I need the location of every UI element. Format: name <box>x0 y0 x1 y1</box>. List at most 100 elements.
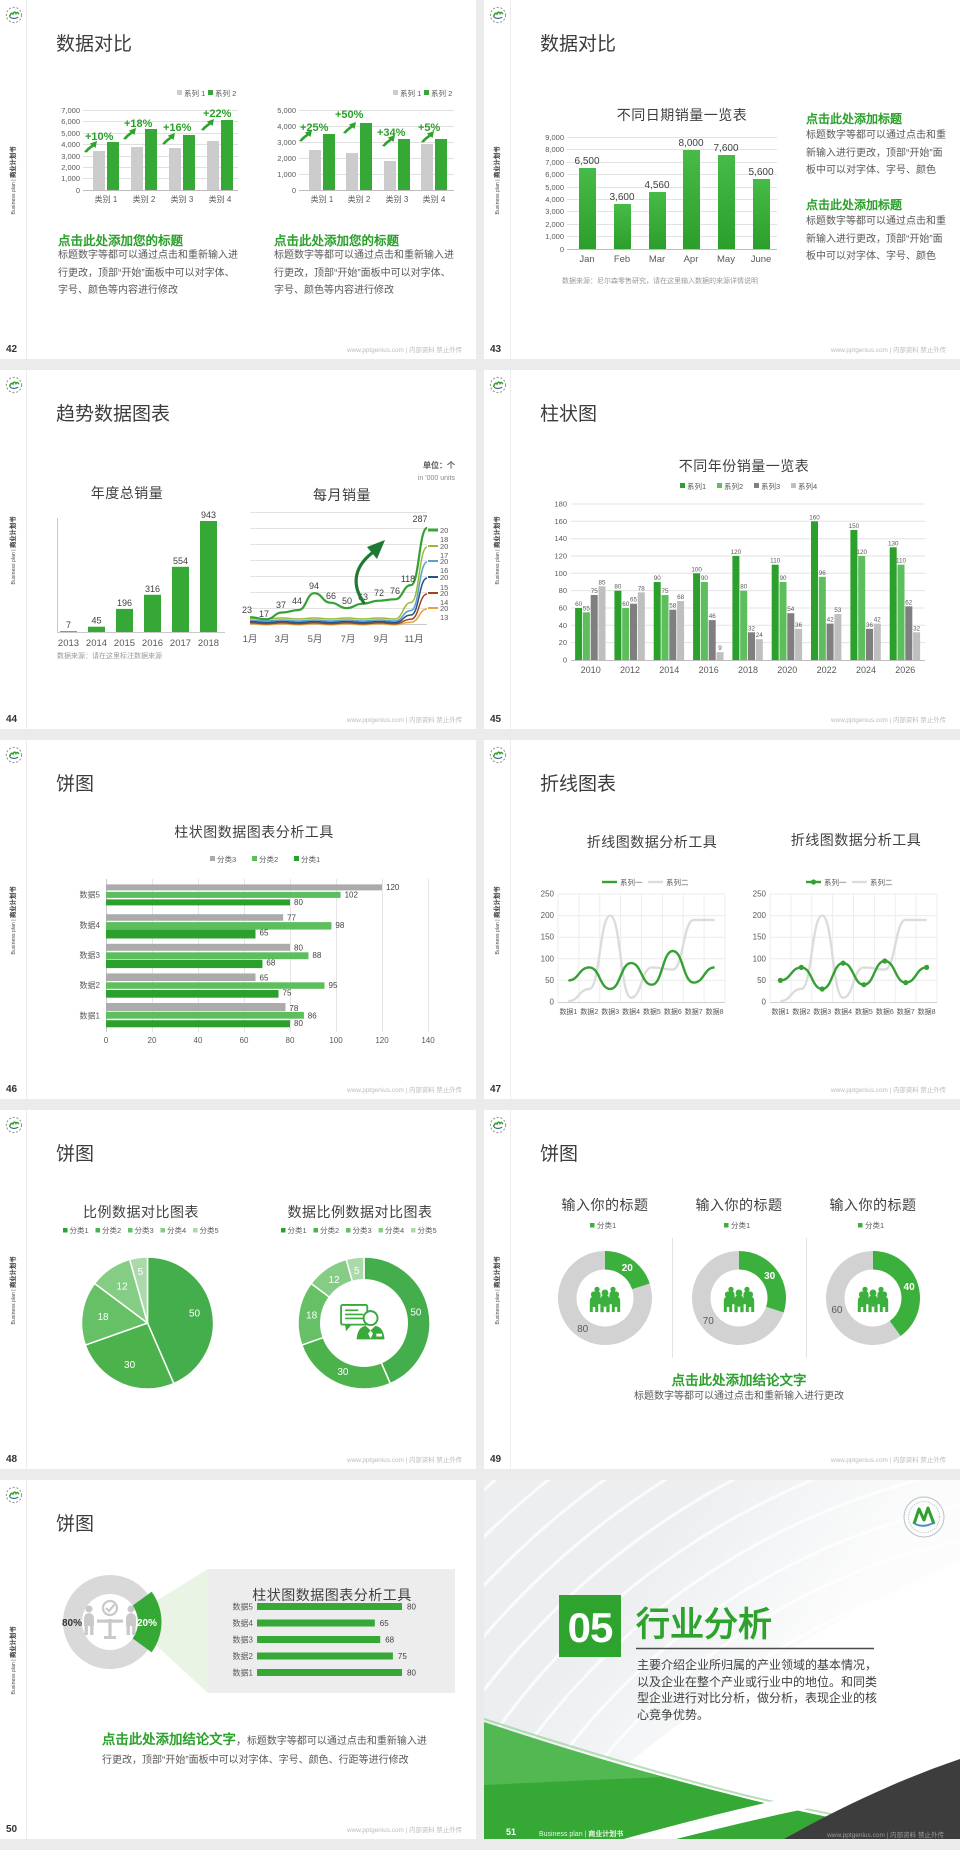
svg-text:数据1: 数据1 <box>771 1007 789 1016</box>
svg-text:数据1: 数据1 <box>559 1007 577 1016</box>
svg-text:不同年份销量一览表: 不同年份销量一览表 <box>679 458 810 474</box>
svg-text:80: 80 <box>294 1019 303 1028</box>
svg-text:6,500: 6,500 <box>574 156 599 167</box>
svg-text:数据1: 数据1 <box>80 1010 101 1020</box>
svg-text:1,000: 1,000 <box>277 170 296 179</box>
svg-text:98: 98 <box>335 921 344 930</box>
svg-text:11月: 11月 <box>404 634 423 645</box>
svg-text:05: 05 <box>568 1604 613 1651</box>
svg-text:100: 100 <box>329 1036 343 1045</box>
svg-text:分类1: 分类1 <box>288 1225 307 1235</box>
svg-text:分类1: 分类1 <box>865 1220 884 1230</box>
svg-text:类别 1: 类别 1 <box>311 194 334 204</box>
svg-text:Apr: Apr <box>684 254 699 265</box>
svg-text:20: 20 <box>622 1263 634 1274</box>
svg-text:系列4: 系列4 <box>798 481 817 491</box>
svg-text:30: 30 <box>764 1271 776 1282</box>
svg-text:数据6: 数据6 <box>876 1007 894 1016</box>
svg-text:36: 36 <box>866 622 874 629</box>
svg-text:17: 17 <box>259 609 269 619</box>
svg-text:78: 78 <box>289 1004 298 1013</box>
svg-text:90: 90 <box>779 575 787 582</box>
svg-text:75: 75 <box>661 588 669 595</box>
svg-text:42: 42 <box>874 617 882 624</box>
svg-text:120: 120 <box>554 552 567 561</box>
svg-text:50: 50 <box>189 1309 201 1320</box>
svg-text:20: 20 <box>440 573 448 582</box>
svg-text:3,000: 3,000 <box>61 152 80 161</box>
svg-text:分类3: 分类3 <box>353 1225 372 1235</box>
svg-text:100: 100 <box>691 566 702 573</box>
svg-text:9月: 9月 <box>374 634 389 645</box>
svg-text:5,000: 5,000 <box>545 183 564 192</box>
svg-text:943: 943 <box>201 510 216 520</box>
svg-text:53: 53 <box>834 607 842 614</box>
svg-text:130: 130 <box>888 540 899 547</box>
svg-text:80: 80 <box>740 584 748 591</box>
svg-text:分类3: 分类3 <box>135 1225 154 1235</box>
svg-text:类别 3: 类别 3 <box>386 194 409 204</box>
svg-text:20: 20 <box>440 604 448 613</box>
svg-text:36: 36 <box>795 622 803 629</box>
svg-text:7: 7 <box>66 620 71 630</box>
svg-text:0: 0 <box>104 1036 109 1045</box>
svg-text:160: 160 <box>554 517 567 526</box>
svg-text:20: 20 <box>559 638 567 647</box>
svg-text:44: 44 <box>292 596 302 606</box>
svg-text:45: 45 <box>91 616 101 626</box>
svg-text:分类2: 分类2 <box>320 1225 339 1235</box>
svg-text:4,000: 4,000 <box>61 140 80 149</box>
svg-text:4,560: 4,560 <box>644 180 669 191</box>
svg-text:+18%: +18% <box>124 118 153 130</box>
svg-text:2024: 2024 <box>856 665 876 675</box>
svg-text:数据3: 数据3 <box>80 950 101 960</box>
svg-text:系列1: 系列1 <box>687 481 706 491</box>
svg-text:150: 150 <box>849 523 860 530</box>
svg-text:数据8: 数据8 <box>706 1007 724 1016</box>
svg-text:90: 90 <box>701 575 709 582</box>
svg-text:8,000: 8,000 <box>545 145 564 154</box>
svg-text:72: 72 <box>374 588 384 598</box>
svg-text:7,600: 7,600 <box>713 143 738 154</box>
svg-text:系列3: 系列3 <box>761 481 780 491</box>
svg-text:1,000: 1,000 <box>61 174 80 183</box>
svg-text:55: 55 <box>583 605 591 612</box>
svg-text:160: 160 <box>809 514 820 521</box>
svg-text:数据2: 数据2 <box>792 1007 810 1016</box>
svg-text:120: 120 <box>386 883 400 892</box>
svg-text:13: 13 <box>440 613 448 622</box>
svg-text:数据1: 数据1 <box>233 1668 254 1678</box>
svg-text:40: 40 <box>904 1282 916 1293</box>
svg-text:94: 94 <box>309 581 319 591</box>
svg-text:数据8: 数据8 <box>918 1007 936 1016</box>
svg-text:5月: 5月 <box>308 634 323 645</box>
svg-text:80%: 80% <box>62 1618 82 1629</box>
svg-text:65: 65 <box>380 1619 389 1628</box>
svg-text:50: 50 <box>410 1308 422 1319</box>
svg-text:86: 86 <box>308 1011 317 1020</box>
svg-text:110: 110 <box>896 558 907 565</box>
svg-text:输入你的标题: 输入你的标题 <box>562 1197 649 1213</box>
svg-text:分类2: 分类2 <box>102 1225 121 1235</box>
svg-text:数据2: 数据2 <box>80 980 101 990</box>
svg-text:200: 200 <box>753 911 767 920</box>
svg-text:输入你的标题: 输入你的标题 <box>696 1197 783 1213</box>
svg-text:180: 180 <box>554 500 567 509</box>
svg-text:32: 32 <box>748 625 756 632</box>
svg-text:7,000: 7,000 <box>545 158 564 167</box>
svg-text:18: 18 <box>440 535 448 544</box>
svg-text:系列一: 系列一 <box>824 877 847 887</box>
svg-text:12: 12 <box>328 1275 340 1286</box>
svg-text:68: 68 <box>266 959 275 968</box>
svg-text:16: 16 <box>440 566 448 575</box>
svg-text:66: 66 <box>326 591 336 601</box>
svg-text:数据7: 数据7 <box>685 1007 703 1016</box>
svg-text:2017: 2017 <box>170 638 191 649</box>
svg-text:7月: 7月 <box>341 634 356 645</box>
svg-text:88: 88 <box>312 951 321 960</box>
svg-text:柱状图数据图表分析工具: 柱状图数据图表分析工具 <box>252 1587 412 1603</box>
svg-text:系列二: 系列二 <box>666 877 689 887</box>
svg-text:60: 60 <box>575 601 583 608</box>
svg-text:17: 17 <box>440 551 448 560</box>
svg-text:80: 80 <box>614 584 622 591</box>
